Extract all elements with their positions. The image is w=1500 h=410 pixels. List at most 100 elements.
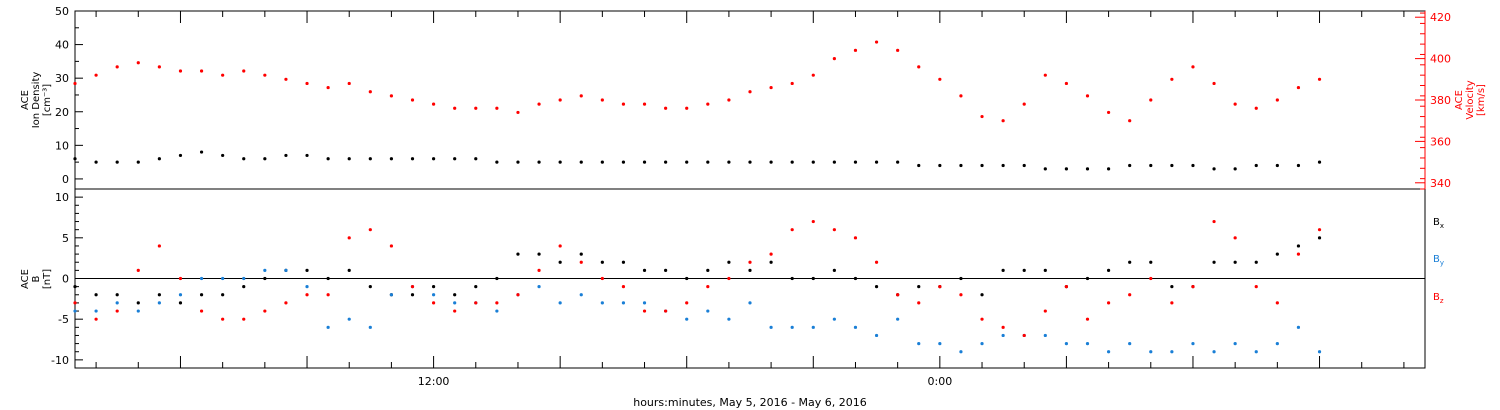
by-point — [431, 293, 436, 297]
bz-point — [263, 309, 267, 313]
bz-point — [621, 285, 626, 289]
bz-point — [1085, 317, 1090, 321]
bz-point — [1128, 293, 1132, 297]
velocity-point — [959, 94, 963, 98]
velocity-point — [516, 110, 520, 115]
by-point — [917, 341, 921, 346]
bz-point — [474, 301, 478, 305]
velocity-point — [431, 102, 436, 106]
bx-point — [263, 276, 267, 281]
bx-point — [199, 293, 204, 297]
by-point — [242, 276, 246, 281]
field-label-line-2: B — [31, 275, 42, 282]
velocity-point — [938, 77, 942, 81]
by-point — [600, 301, 604, 305]
velocity-point — [326, 85, 330, 90]
bx-point — [790, 276, 794, 281]
bz-point — [790, 228, 794, 232]
bx-point — [832, 268, 836, 272]
by-point — [938, 341, 942, 346]
velocity-point — [1128, 119, 1132, 123]
by-point — [94, 309, 98, 313]
bz-point — [1233, 236, 1237, 240]
bx-point — [1212, 260, 1216, 264]
bx-point — [242, 285, 246, 289]
density-point — [685, 160, 689, 164]
by-point — [769, 325, 773, 329]
field-axis-title: ACE B [nT] — [20, 269, 53, 289]
density-point — [1149, 163, 1153, 168]
bx-point — [600, 260, 604, 264]
density-point — [1128, 163, 1132, 168]
velocity-point — [642, 102, 647, 106]
bx-point — [685, 276, 689, 281]
density-point — [600, 160, 604, 164]
velocity-label-line-1: ACE — [1454, 90, 1465, 110]
bz-point — [811, 219, 815, 224]
bx-point — [1233, 260, 1237, 264]
density-point — [1022, 163, 1026, 168]
density-point — [1191, 163, 1195, 168]
by-point — [199, 276, 204, 281]
velocity-point — [1085, 94, 1090, 98]
bz-point — [495, 301, 499, 305]
bz-point — [284, 301, 288, 305]
velocity-point — [853, 48, 858, 52]
bx-point — [157, 293, 161, 297]
bz-point — [1106, 301, 1111, 305]
density-point — [917, 163, 921, 168]
velocity-point — [1001, 119, 1005, 123]
density-tick-label: 20 — [55, 106, 69, 119]
legend-bz-sub: z — [1440, 297, 1444, 305]
velocity-point — [474, 106, 478, 110]
velocity-point — [980, 114, 984, 119]
velocity-point — [537, 102, 541, 106]
bz-point — [516, 293, 520, 297]
bz-point — [157, 244, 161, 248]
field-label-line-1: ACE — [20, 269, 31, 289]
velocity-point — [115, 65, 119, 69]
bx-point — [368, 285, 372, 289]
velocity-point — [832, 57, 836, 61]
bx-point — [410, 293, 415, 297]
velocity-point — [621, 102, 626, 106]
density-point — [769, 160, 773, 164]
by-point — [1170, 350, 1174, 354]
by-point — [621, 301, 626, 305]
by-point — [811, 325, 815, 329]
bz-point — [600, 276, 604, 281]
density-point — [1170, 163, 1174, 168]
field-tick-label: 10 — [55, 191, 69, 204]
by-point — [1275, 341, 1279, 346]
density-point — [178, 153, 183, 158]
density-point — [874, 160, 879, 164]
density-point — [959, 163, 963, 168]
velocity-point — [157, 65, 161, 69]
velocity-point — [1170, 77, 1174, 81]
by-point — [980, 341, 984, 346]
velocity-point — [1149, 98, 1153, 102]
bx-point — [727, 260, 731, 264]
velocity-point — [221, 73, 225, 77]
density-point — [284, 153, 288, 158]
bx-point — [1296, 244, 1301, 248]
by-point — [959, 350, 963, 354]
bz-point — [642, 309, 647, 313]
by-point — [537, 285, 541, 289]
density-point — [621, 160, 626, 164]
legend-bz: Bz — [1433, 292, 1444, 305]
velocity-point — [664, 106, 668, 110]
velocity-point — [136, 61, 140, 65]
density-point — [199, 150, 204, 154]
bx-point — [1170, 285, 1174, 289]
by-point — [221, 276, 225, 281]
density-point — [347, 157, 351, 161]
density-point — [1296, 163, 1301, 168]
data-points — [73, 40, 1322, 354]
bz-point — [1022, 333, 1026, 338]
velocity-label-line-3: [km/s] — [1476, 84, 1487, 116]
density-point — [980, 163, 984, 168]
by-point — [368, 325, 372, 329]
bx-point — [980, 293, 984, 297]
